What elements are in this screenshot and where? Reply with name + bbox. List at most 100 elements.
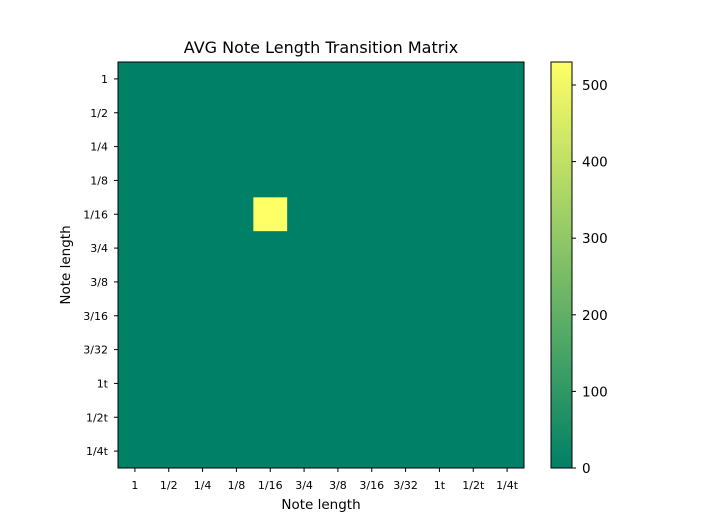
heatmap-cell [354, 62, 390, 97]
heatmap-cell [253, 400, 288, 435]
heatmap-cell [354, 298, 390, 334]
heatmap-cell [388, 400, 423, 435]
heatmap-cell [388, 62, 423, 97]
x-axis-ticks: 1 1/2 1/4 1/8 1/16 3/4 3/8 3/16 3/32 1t 1/2t 1/4t [131, 468, 519, 492]
heatmap-cell [287, 298, 322, 334]
y-tick-label: 1/4t [86, 445, 109, 458]
heatmap-cell [422, 434, 457, 469]
heatmap-cell [253, 129, 288, 164]
heatmap-cell [219, 265, 254, 300]
heatmap-cell [456, 129, 491, 164]
heatmap-cell [185, 332, 220, 367]
heatmap-cell [321, 366, 356, 401]
heatmap-cell [185, 265, 220, 300]
colorbar-tick-label: 500 [582, 78, 608, 94]
heatmap-cell [354, 434, 390, 469]
heatmap-cell [287, 129, 322, 164]
heatmap-cell [287, 95, 322, 131]
heatmap-cell [422, 197, 457, 232]
heatmap-cell [321, 231, 356, 266]
heatmap-cell [490, 400, 525, 435]
y-axis-label: Note length [58, 225, 74, 304]
heatmap-cell [253, 95, 288, 131]
heatmap-cell [321, 197, 356, 232]
heatmap-cell [151, 129, 187, 164]
heatmap-cell [253, 197, 288, 232]
heatmap-cell [456, 231, 491, 266]
heatmap-cell [118, 197, 153, 232]
heatmap-cell [354, 163, 390, 198]
x-tick-label: 1/8 [228, 479, 246, 492]
x-tick-label: 1/2t [462, 479, 485, 492]
heatmap-cell [388, 95, 423, 131]
heatmap-cell [388, 129, 423, 164]
heatmap-cell [354, 366, 390, 401]
heatmap-cell [287, 366, 322, 401]
heatmap-cell [253, 62, 288, 97]
heatmap-cell [456, 298, 491, 334]
y-tick-label: 3/4 [90, 242, 108, 255]
plot-frame [117, 61, 525, 469]
heatmap-cell [354, 129, 390, 164]
heatmap-cell [219, 366, 254, 401]
x-tick-label: 3/8 [329, 479, 347, 492]
heatmap-cell [388, 332, 423, 367]
heatmap-cell [456, 434, 491, 469]
y-tick-label: 1 [101, 73, 108, 86]
heatmap-cell [118, 95, 153, 131]
heatmap-cell [456, 197, 491, 232]
heatmap-cell [185, 95, 220, 131]
heatmap-cell [287, 434, 322, 469]
heatmap-cell [151, 298, 187, 334]
heatmap-cell [490, 298, 525, 334]
y-tick-label: 1t [97, 377, 109, 390]
heatmap-cell [118, 163, 153, 198]
heatmap-cell [185, 400, 220, 435]
heatmap-cell [354, 332, 390, 367]
colorbar-tick-label: 400 [582, 155, 608, 171]
heatmap-cell [422, 231, 457, 266]
colorbar-ticks: 0 100 200 300 400 500 [572, 78, 608, 477]
heatmap-cell [321, 434, 356, 469]
heatmap-cell [388, 163, 423, 198]
heatmap-cell [321, 129, 356, 164]
heatmap-cell [118, 298, 153, 334]
heatmap-cell [219, 298, 254, 334]
heatmap-cell [219, 95, 254, 131]
y-tick-label: 1/4 [90, 141, 108, 154]
heatmap-cell [490, 197, 525, 232]
heatmap-cell [490, 129, 525, 164]
heatmap-cell [490, 366, 525, 401]
heatmap-cell [151, 95, 187, 131]
heatmap-cell [388, 366, 423, 401]
y-tick-label: 3/16 [83, 310, 108, 323]
heatmap-cell [151, 62, 187, 97]
heatmap-cell [219, 231, 254, 266]
heatmap-cell [422, 298, 457, 334]
colorbar-tick-label: 0 [582, 461, 591, 477]
heatmap-cell [287, 197, 322, 232]
heatmap-cell [388, 197, 423, 232]
x-tick-label: 1t [434, 479, 446, 492]
heatmap-cell [219, 197, 254, 232]
heatmap-cell [287, 62, 322, 97]
heatmap-cell [219, 400, 254, 435]
heatmap-cell [253, 332, 288, 367]
heatmap-cell [151, 163, 187, 198]
heatmap-cell [321, 163, 356, 198]
heatmap-cell [185, 298, 220, 334]
heatmap-cell [287, 231, 322, 266]
heatmap-cells [118, 62, 525, 469]
x-tick-label: 1/4t [496, 479, 519, 492]
heatmap-cell [456, 95, 491, 131]
heatmap-cell [321, 332, 356, 367]
heatmap-cell [422, 129, 457, 164]
x-axis-label: Note length [281, 497, 360, 513]
heatmap-cell [118, 265, 153, 300]
heatmap-cell [321, 265, 356, 300]
heatmap-cell [118, 62, 153, 97]
heatmap-cell [219, 129, 254, 164]
colorbar [550, 61, 573, 469]
heatmap-cell [287, 400, 322, 435]
heatmap-cell [253, 163, 288, 198]
